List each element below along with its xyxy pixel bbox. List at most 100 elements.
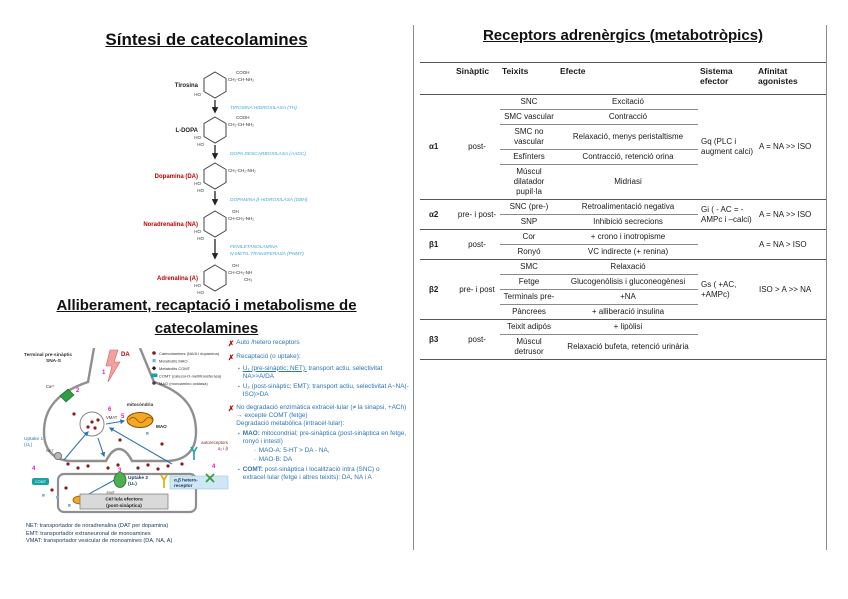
mao-lead: MAO: — [242, 429, 260, 437]
bullet-text: No degradació enzimàtica extracel·lular … — [236, 404, 412, 428]
ho-label: HO — [194, 229, 201, 234]
tissue-cell: Pàncrees — [512, 307, 546, 316]
bullet-text: Recaptació (o uptake): — [236, 353, 301, 361]
postsynaptic-cell-outline — [56, 472, 198, 514]
sinaptic-cell: post- — [454, 94, 500, 200]
right-column: Receptors adrenèrgics (metabotròpics) Si… — [420, 0, 826, 599]
ho-label: HO — [194, 283, 201, 288]
sub-bullet: ▪ U₁ (pre-sinàptic; NET): transport acti… — [238, 365, 412, 381]
bullet: ✗ Auto /hetero receptors — [228, 339, 412, 348]
effect-cell: Glucogenòlisis i gluconeogènesi — [558, 274, 698, 290]
ho-label: HO — [197, 236, 204, 241]
u1-lead: U₁ (pre-sinàptic; NET): — [242, 364, 307, 372]
square-bullet-icon: ▪ — [238, 365, 240, 372]
long-reuptake-arrow — [108, 427, 173, 465]
mao-rest: mitocondrial; pre-sinàptica (post-sinàpt… — [242, 429, 407, 445]
x-mark-icon: ✗ — [228, 403, 235, 413]
benzene-ring — [203, 210, 227, 238]
sinaptic-cell: post- — [454, 319, 500, 360]
hetero-label-2: receptor — [174, 483, 193, 488]
receptors-title: Receptors adrenèrgics (metabotròpics) — [482, 27, 764, 44]
vmat-label: VMAT — [106, 415, 118, 420]
afinitat-cell: A = NA >> ISO — [756, 199, 826, 230]
release-arrow — [97, 437, 106, 458]
effector-label-2: (post-sinàptica) — [106, 503, 142, 509]
effect-cell: Excitació — [558, 94, 698, 110]
afinitat-cell — [756, 319, 826, 360]
sub-sub-bullet: ◦ MAO-A: 5-HT > DA - NA, — [254, 447, 412, 455]
legend-dot-catecholamine — [152, 351, 156, 355]
tissue-cell: Cor — [500, 229, 558, 245]
tissue-cell: SNP — [520, 217, 538, 226]
col-header-efector: Sistema efector — [698, 62, 756, 95]
receptor-cell: β3 — [420, 319, 454, 360]
table-row: Múscul dilatador pupil·la Midriasi — [420, 165, 826, 200]
effect-cell: Relaxació, menys peristaltisme — [558, 124, 698, 150]
circle-bullet-icon: ◦ — [254, 447, 256, 454]
tissue-cell: SNC (pre-) — [500, 199, 558, 215]
effect-cell: + alliberació insulina — [591, 307, 665, 316]
bullet: ✗ No degradació enzimàtica extracel·lula… — [228, 404, 412, 428]
tissue-cell: Múscul detrusor — [514, 337, 544, 356]
chain: CH-CH₂-NH₂ — [228, 216, 254, 221]
ho-label: HO — [197, 290, 204, 295]
column-divider — [413, 25, 414, 550]
compound-label: Noradrenalina (NA) — [143, 222, 198, 228]
to-mao-arrow — [105, 419, 126, 425]
reuptake-arrow — [63, 431, 89, 461]
metabolite-squares — [42, 432, 149, 507]
col-header-afinitat: Afinitat agonistes — [756, 62, 826, 95]
sinaptic-cell: post- — [454, 229, 500, 260]
tissue-cell: Fetge — [500, 274, 558, 290]
tissue-cell: SNC — [500, 94, 558, 110]
sub-sub-bullet-text: MAO-A: 5-HT > DA - NA, — [258, 446, 330, 454]
efector-cell — [698, 229, 756, 260]
mao-label: MAO — [156, 424, 167, 429]
afinitat-cell: ISO > A >> NA — [756, 259, 826, 320]
table-row: SNP Inhibició secrecions — [420, 215, 826, 230]
sub-sub-bullet-text: MAO-B: DA — [258, 455, 293, 463]
table-row: α1 post- SNC Excitació Gq (PLC i augment… — [420, 94, 826, 200]
compound-label: Adrenalina (A) — [157, 276, 198, 282]
tissue-cell: SMC — [500, 259, 558, 275]
tissue-cell: SMC vascular — [500, 109, 558, 125]
tissue-cell: Ronyó — [517, 247, 541, 256]
receptor-cell: β2 — [420, 259, 454, 320]
sub-bullet-text: U₂ (post-sinàptic; EMT): transport actiu… — [243, 383, 412, 399]
ho-label: HO — [194, 92, 201, 97]
legend-item: MAO (monoamino oxidasa) — [159, 381, 208, 386]
col-header-receptor — [420, 62, 454, 95]
table-row: Fetge Glucogenòlisis i gluconeogènesi — [420, 274, 826, 290]
comt-badge — [32, 478, 49, 485]
header-row: Sinàptic Teixits Efecte Sistema efector … — [420, 62, 826, 95]
table-row: β3 post- Teixit adipós + lipòlisi — [420, 319, 826, 360]
bullet-text: Auto /hetero receptors — [236, 339, 300, 346]
circle-bullet-icon: ◦ — [254, 456, 256, 463]
efector-cell — [698, 319, 756, 360]
chain-top: OH — [232, 263, 239, 268]
x-mark-icon: ✗ — [228, 339, 235, 348]
uptake2-sub: (U₂) — [128, 481, 137, 487]
release-title-line1: Alliberament, recaptació i metabolisme d… — [56, 297, 357, 314]
efector-cell: Gi ( - AC = -AMPc i –calci) — [698, 199, 756, 230]
hetero-receptor-labelbox — [169, 475, 229, 490]
square-bullet-icon: ▪ — [238, 430, 240, 437]
comt-label: COMT — [35, 480, 47, 484]
legend-item: Metabolits COMT — [159, 366, 191, 371]
table-row: Esfínters Contracció, retenció orina — [420, 149, 826, 165]
effect-cell: + lipòlisi — [558, 319, 698, 335]
compound-label: L-DOPA — [175, 128, 198, 134]
afinitat-cell: A = NA > ISO — [756, 229, 826, 260]
emt-label: EMT — [107, 490, 116, 495]
calcium-label: Ca²⁺ — [46, 384, 55, 389]
da-label: DA — [121, 352, 130, 358]
sub-bullet-text: COMT: post-sinàptica i localització intr… — [243, 466, 412, 482]
emt-transporter-icon — [113, 472, 127, 488]
bullet-list: ✗ Auto /hetero receptors ✗ Recaptació (o… — [228, 334, 412, 482]
effect-cell: VC indirecte (+ renina) — [587, 247, 669, 256]
b3-head2: Degradació metabòlica (intracel·lular): — [236, 419, 345, 427]
autoreceptor-label-2: α₂ i β — [218, 446, 229, 451]
effector-label-1: Cèl·lula efectora — [105, 497, 143, 503]
ho-label: HO — [197, 188, 204, 193]
mitochondria-icon — [126, 412, 154, 428]
